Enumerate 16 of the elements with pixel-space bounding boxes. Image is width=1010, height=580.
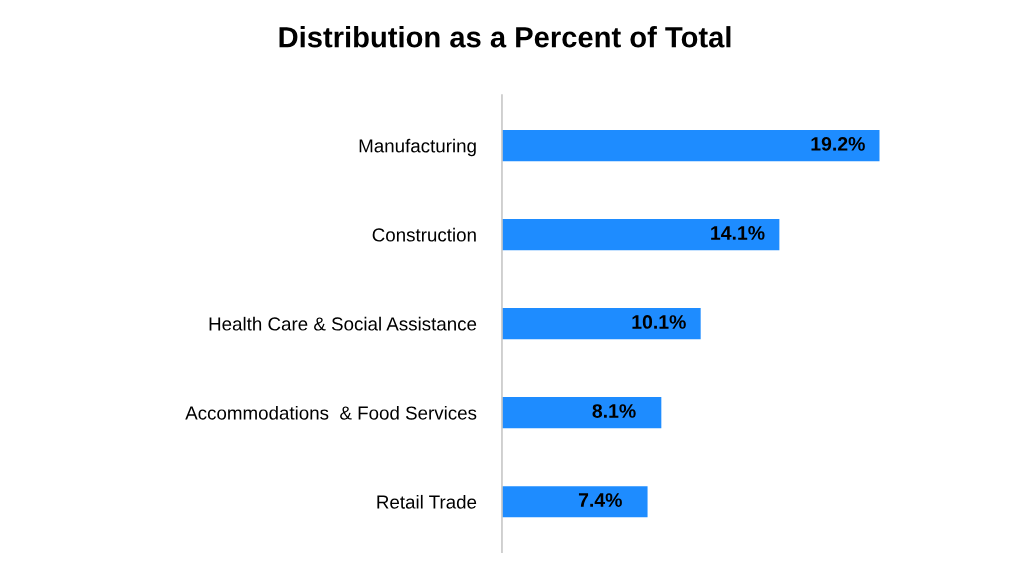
data-label: 14.1% [711,226,765,240]
data-label: 19.2% [811,137,865,151]
y-tick-label: Construction [372,227,476,242]
bar [501,129,880,162]
y-tick-label: Manufacturing [359,138,476,157]
bar [501,308,701,340]
y-tick-label: Health Care & Social Assistance [209,316,477,331]
data-label: 8.1% [592,404,636,418]
bar [501,486,648,518]
bar [501,219,780,251]
data-label: 7.4% [578,493,622,507]
y-tick-label: Retail Trade [377,494,477,509]
data-label: 10.1% [632,315,686,329]
chart-title: Distribution as a Percent of Total [279,26,731,48]
y-tick-label: Accommodations & Food Services [185,405,477,420]
bar [501,397,662,429]
